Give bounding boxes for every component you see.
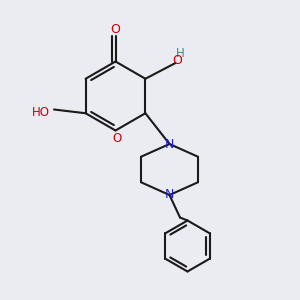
Text: O: O xyxy=(112,131,122,145)
Text: N: N xyxy=(165,137,174,151)
Text: O: O xyxy=(172,53,182,67)
Text: N: N xyxy=(165,188,174,202)
Text: HO: HO xyxy=(32,106,50,119)
Text: O: O xyxy=(110,23,120,36)
Text: H: H xyxy=(176,47,184,60)
